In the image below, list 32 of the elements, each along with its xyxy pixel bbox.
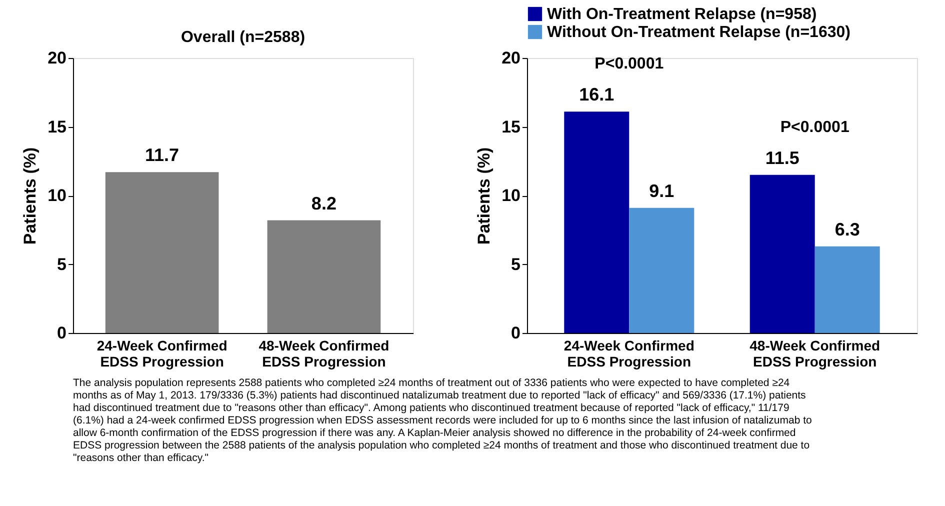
data-label: 16.1 — [579, 84, 614, 105]
y-tick-label: 5 — [511, 254, 520, 274]
data-label: 8.2 — [311, 193, 336, 214]
y-axis-title: Patients (%) — [20, 147, 40, 245]
y-tick-label: 0 — [57, 324, 66, 342]
data-label: 6.3 — [834, 219, 860, 240]
legend-label: Without On-Treatment Relapse (n=1630) — [547, 24, 850, 41]
data-label: 11.5 — [765, 148, 800, 168]
text: The analysis population represents 2588 patients who completed ≥24 months of treatment out of 3336 patients who were expected to have completed ≥24 months as of May 1, 2013. 179/3336 (5.3%) patients had discontinued natalizumab treatment due to reported "lack of efficacy" and 569/3336 (17.1%) patients had discontinued treatment due to "reasons other than efficacy". Among patients who discontinued treatment because of reported "lack of efficacy," 11/179 (6.1%) had a 24-week confirmed EDSS progression when EDSS assessment records were included for up to 6 months since the last infusion of natalizumab to allow 6-month confirmation of the EDSS progression if there was any. A Kaplan-Meier analysis showed no difference in the probability of 24-week confirmed EDSS progression between the 2588 patients of the analysis population who completed ≥24 months of treatment and those who discontinued treatment due to "reasons other than efficacy." — [73, 377, 812, 464]
y-tick-label: 15 — [48, 117, 66, 136]
bar — [564, 112, 630, 333]
chart-title: Overall (n=2588) — [180, 29, 306, 46]
data-label: 9.1 — [649, 180, 674, 201]
y-tick-label: 0 — [511, 324, 520, 342]
data-label: 11.7 — [145, 145, 180, 166]
bar — [629, 208, 694, 333]
legend-label: With On-Treatment Relapse (n=958) — [547, 6, 817, 23]
annotation: P<0.0001 — [594, 56, 664, 73]
bar — [750, 174, 815, 333]
y-tick-label: 10 — [48, 186, 66, 205]
annotation: P<0.0001 — [780, 118, 850, 136]
x-tick-label: 48-Week Confirmed EDSS Progression — [750, 338, 880, 370]
x-tick-label: 24-Week Confirmed EDSS Progression — [564, 338, 694, 370]
y-tick-label: 20 — [502, 48, 520, 68]
y-tick-label: 15 — [502, 117, 520, 136]
x-tick-label: 48-Week Confirmed EDSS Progression — [258, 338, 390, 370]
y-tick-label: 10 — [502, 186, 520, 205]
y-axis-title: Patients (%) — [474, 147, 494, 245]
y-tick-label: 20 — [48, 48, 66, 68]
bar — [814, 246, 880, 333]
y-tick-label: 5 — [57, 254, 66, 274]
x-tick-label: 24-Week Confirmed EDSS Progression — [96, 338, 228, 370]
